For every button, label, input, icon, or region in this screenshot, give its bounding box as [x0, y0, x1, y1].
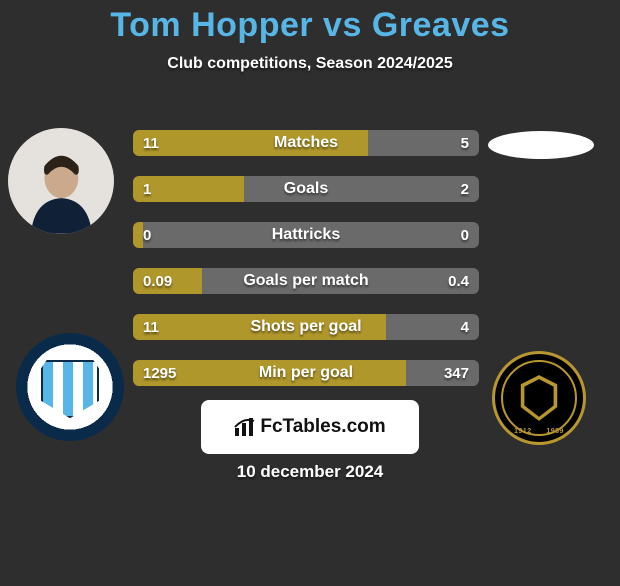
stat-label: Goals: [133, 180, 479, 198]
stat-row: Matches11 5: [133, 130, 479, 156]
stat-value-right: 4: [461, 319, 469, 336]
stats-group: Matches115Goals12Hattricks00Goals per ma…: [133, 130, 479, 406]
stat-row: Goals per match0.09 0.4: [133, 268, 479, 294]
club-badge-right: 1912 1989: [492, 351, 586, 445]
stat-value-left: 0.09: [143, 273, 172, 290]
badge-shield-icon: [519, 375, 559, 421]
stat-value-left: 11: [143, 319, 159, 336]
badge-year-right: 1989: [546, 428, 564, 435]
stat-value-right: 0.4: [448, 273, 469, 290]
person-silhouette-icon: [19, 149, 104, 234]
stat-label: Min per goal: [133, 364, 479, 382]
subtitle: Club competitions, Season 2024/2025: [0, 55, 620, 73]
footer-date: 10 december 2024: [0, 462, 620, 482]
player-right-oval: [488, 131, 594, 159]
stat-value-right: 0: [461, 227, 469, 244]
stat-value-right: 2: [461, 181, 469, 198]
player-left-avatar: [8, 128, 114, 234]
stat-label: Hattricks: [133, 226, 479, 244]
stat-label: Shots per goal: [133, 318, 479, 336]
fctables-logo-text: FcTables.com: [260, 416, 385, 438]
stat-value-left: 1295: [143, 365, 176, 382]
stat-value-right: 347: [444, 365, 469, 382]
infographic-root: Tom Hopper vs Greaves Club competitions,…: [0, 6, 620, 586]
stat-value-right: 5: [461, 135, 469, 152]
stat-row: Hattricks0 0: [133, 222, 479, 248]
stat-value-left: 0: [143, 227, 151, 244]
stat-row: Min per goal1295 347: [133, 360, 479, 386]
fctables-logo-box: FcTables.com: [201, 400, 419, 454]
page-title: Tom Hopper vs Greaves: [0, 6, 620, 45]
badge-year-left: 1912: [514, 428, 532, 435]
stat-value-left: 11: [143, 135, 159, 152]
stat-row: Goals1 2: [133, 176, 479, 202]
stat-label: Goals per match: [133, 272, 479, 290]
stat-label: Matches: [133, 134, 479, 152]
badge-stripes-icon: [41, 360, 99, 418]
stat-value-left: 1: [143, 181, 151, 198]
bars-icon: [234, 417, 256, 437]
club-badge-left: [16, 333, 124, 441]
stat-row: Shots per goal11 4: [133, 314, 479, 340]
badge-years: 1912 1989: [495, 428, 583, 435]
